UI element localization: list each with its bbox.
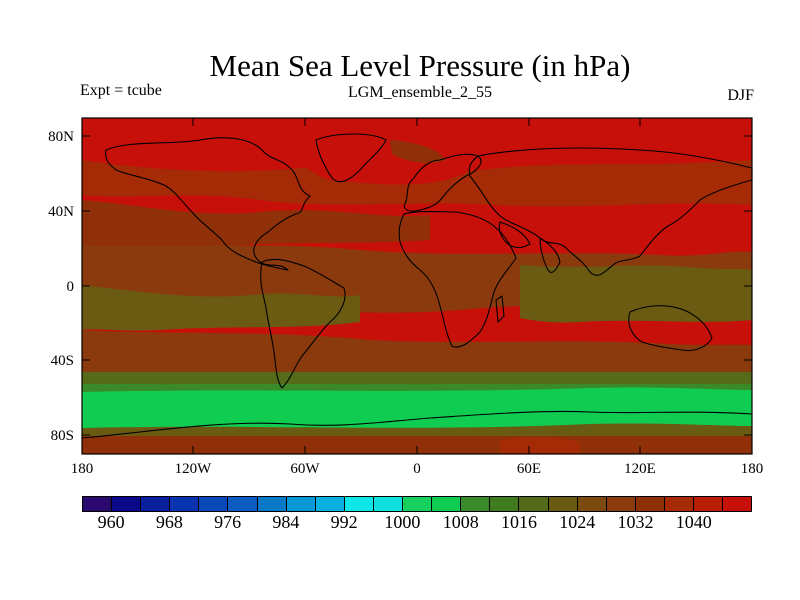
colorbar-swatch (490, 497, 520, 511)
experiment-label: Expt = tcube (80, 82, 162, 99)
arctic-trough (390, 140, 445, 163)
colorbar-swatch (373, 497, 404, 511)
australia-coast (628, 305, 713, 352)
axis-ticks (82, 118, 752, 454)
y-tick-label: 80S (51, 428, 74, 444)
colorbar-swatch (461, 497, 491, 511)
colorbar-label: 1016 (500, 512, 537, 532)
colorbar-swatch (112, 497, 142, 511)
colorbar-swatch (170, 497, 200, 511)
colorbar-swatch (199, 497, 229, 511)
x-tick-label: 0 (413, 461, 421, 477)
colorbar-swatch (606, 497, 636, 511)
antarctic-high (82, 436, 752, 454)
colorbar (82, 496, 752, 512)
circumpolar-trough (82, 387, 752, 433)
colorbar-swatch (519, 497, 549, 511)
colorbar-label: 968 (155, 512, 183, 532)
x-tick-label: 120E (624, 461, 656, 477)
run-label: LGM_ensemble_2_55 (348, 84, 492, 101)
antarctic-high-core (500, 437, 580, 454)
colorbar-label: 960 (97, 512, 125, 532)
colorbar-swatch (228, 497, 258, 511)
colorbar-swatch (664, 497, 694, 511)
x-tick-label: 180 (741, 461, 764, 477)
colorbar-label: 1032 (617, 512, 654, 532)
colorbar-swatch (577, 497, 607, 511)
x-axis-labels: 180 120W 60W 0 60E 120E 180 (71, 461, 764, 477)
indo-pacific-trough (520, 265, 752, 323)
europe-coast (403, 153, 482, 212)
asia-coast (468, 147, 753, 276)
season-label: DJF (727, 87, 754, 104)
greenland-coast (315, 133, 387, 183)
south-america-coast (260, 258, 346, 389)
arctic-high-center (296, 137, 470, 185)
colorbar-label: 976 (214, 512, 242, 532)
colorbar-label: 1024 (559, 512, 596, 532)
colorbar-swatch (403, 497, 433, 511)
equatorial-trough (82, 285, 360, 331)
colorbar-labels: 960 968 976 984 992 1000 1008 1016 1024 1032 1040 (82, 512, 752, 536)
colorbar-swatch (257, 497, 287, 511)
x-tick-label: 180 (71, 461, 94, 477)
map-title: Mean Sea Level Pressure (in hPa) (209, 48, 631, 83)
antarctica-coast (81, 410, 753, 439)
colorbar-swatch (315, 497, 345, 511)
colorbar-swatch (286, 497, 316, 511)
arabia-coast (498, 221, 531, 249)
colorbar-swatch (723, 497, 752, 511)
india-coast (539, 237, 561, 273)
colorbar-label: 1008 (442, 512, 479, 532)
map-fields (82, 118, 752, 454)
colorbar-swatch (83, 497, 113, 511)
y-tick-label: 40S (51, 353, 74, 369)
y-tick-label: 0 (67, 279, 75, 295)
coastlines (81, 133, 753, 439)
colorbar-label: 984 (272, 512, 300, 532)
y-tick-label: 40N (48, 204, 74, 220)
southern-subtropical-band (82, 330, 752, 381)
north-america-coast (105, 137, 311, 271)
y-tick-label: 80N (48, 129, 74, 145)
y-axis-labels: 80N 40N 0 40S 80S (48, 129, 74, 444)
colorbar-label: 992 (330, 512, 358, 532)
colorbar-swatch (344, 497, 374, 511)
colorbar-label: 1000 (384, 512, 421, 532)
colorbar-swatch (548, 497, 578, 511)
colorbar-swatch (141, 497, 171, 511)
antarctic-edge (82, 423, 752, 440)
madagascar-coast (495, 295, 505, 323)
colorbar-swatch (432, 497, 462, 511)
x-tick-label: 60E (517, 461, 541, 477)
colorbar-swatch (635, 497, 665, 511)
colorbar-label: 1040 (675, 512, 712, 532)
north-atlantic-band (82, 200, 430, 250)
colorbar-swatch (693, 497, 724, 511)
x-tick-label: 120W (175, 461, 213, 477)
africa-coast (398, 210, 517, 348)
x-tick-label: 60W (290, 461, 320, 477)
